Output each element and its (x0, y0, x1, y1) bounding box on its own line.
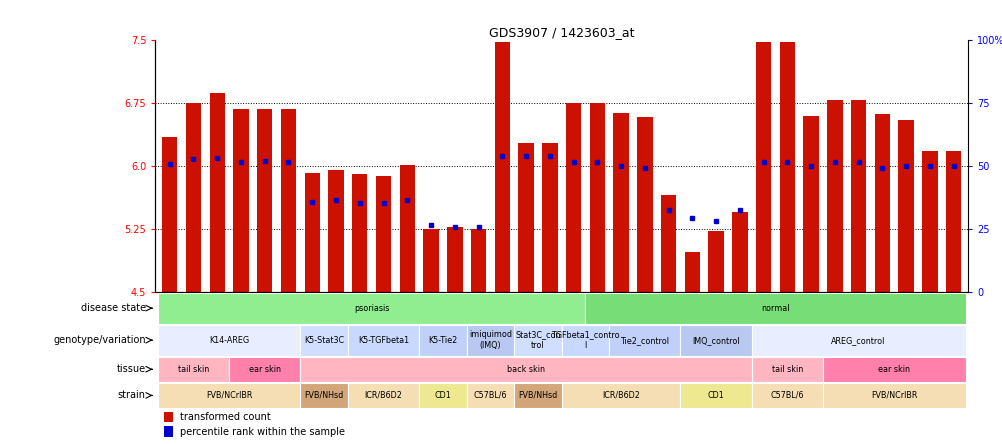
Bar (750, 325, 965, 356)
Bar (466, 325, 514, 356)
Text: FVB/NHsd: FVB/NHsd (518, 391, 557, 400)
Bar (514, 383, 561, 408)
Text: transformed count: transformed count (179, 412, 271, 422)
Text: normal: normal (761, 304, 789, 313)
Bar (300, 383, 348, 408)
Bar (348, 325, 419, 356)
Text: Tie2_control: Tie2_control (619, 336, 668, 345)
Text: ICR/B6D2: ICR/B6D2 (601, 391, 639, 400)
Bar (419, 383, 466, 408)
Bar (305, 173, 320, 292)
Bar (233, 109, 248, 292)
Text: ear skin: ear skin (878, 365, 910, 374)
Bar (779, 42, 795, 292)
Bar (399, 165, 415, 292)
Bar (157, 383, 300, 408)
Bar (921, 151, 937, 292)
Bar (328, 170, 344, 292)
Text: Stat3C_con
trol: Stat3C_con trol (515, 330, 560, 350)
Bar (589, 103, 604, 292)
Bar (348, 383, 419, 408)
Text: strain: strain (117, 390, 145, 400)
Text: tail skin: tail skin (771, 365, 803, 374)
Bar (684, 252, 699, 292)
Text: imiquimod
(IMQ): imiquimod (IMQ) (469, 330, 511, 350)
Bar (163, 412, 173, 423)
Text: FVB/NCrIBR: FVB/NCrIBR (870, 391, 917, 400)
Bar (514, 325, 561, 356)
Bar (613, 113, 628, 292)
Text: C57BL/6: C57BL/6 (473, 391, 507, 400)
Bar (470, 229, 486, 292)
Bar (300, 325, 348, 356)
Bar (850, 100, 866, 292)
Text: CD1: CD1 (707, 391, 723, 400)
Bar (803, 115, 818, 292)
Title: GDS3907 / 1423603_at: GDS3907 / 1423603_at (488, 26, 634, 39)
Bar (376, 176, 391, 292)
Bar (750, 383, 823, 408)
Bar (608, 325, 679, 356)
Bar (352, 174, 367, 292)
Bar (494, 42, 509, 292)
Bar (750, 357, 823, 382)
Text: TGFbeta1_contro
l: TGFbeta1_contro l (550, 330, 619, 350)
Bar (162, 137, 177, 292)
Bar (636, 117, 652, 292)
Bar (300, 357, 750, 382)
Text: genotype/variation: genotype/variation (53, 335, 145, 345)
Bar (823, 357, 965, 382)
Bar (731, 212, 746, 292)
Bar (518, 143, 533, 292)
Bar (281, 109, 296, 292)
Bar (257, 109, 273, 292)
Text: K5-Tie2: K5-Tie2 (428, 336, 457, 345)
Bar (561, 325, 608, 356)
Bar (157, 357, 228, 382)
Text: tissue: tissue (116, 364, 145, 374)
Text: IMQ_control: IMQ_control (691, 336, 739, 345)
Text: FVB/NCrIBR: FVB/NCrIBR (205, 391, 253, 400)
Text: disease state: disease state (80, 303, 145, 313)
Bar (185, 103, 201, 292)
Bar (756, 42, 771, 292)
Bar (466, 383, 514, 408)
Bar (585, 293, 965, 324)
Bar (541, 143, 557, 292)
Bar (423, 229, 438, 292)
Text: CD1: CD1 (434, 391, 451, 400)
Bar (157, 293, 585, 324)
Text: ICR/B6D2: ICR/B6D2 (364, 391, 402, 400)
Bar (561, 383, 679, 408)
Bar (660, 195, 675, 292)
Bar (565, 103, 581, 292)
Bar (874, 114, 889, 292)
Bar (823, 383, 965, 408)
Bar (419, 325, 466, 356)
Text: percentile rank within the sample: percentile rank within the sample (179, 427, 345, 437)
Bar (827, 100, 842, 292)
Bar (945, 151, 960, 292)
Bar (707, 231, 723, 292)
Text: psoriasis: psoriasis (354, 304, 389, 313)
Text: K14-AREG: K14-AREG (208, 336, 248, 345)
Bar (447, 227, 462, 292)
Bar (228, 357, 300, 382)
Bar (679, 325, 750, 356)
Bar (163, 426, 173, 437)
Text: tail skin: tail skin (177, 365, 208, 374)
Text: K5-Stat3C: K5-Stat3C (304, 336, 344, 345)
Text: ear skin: ear skin (248, 365, 281, 374)
Text: back skin: back skin (507, 365, 544, 374)
Bar (679, 383, 750, 408)
Text: FVB/NHsd: FVB/NHsd (305, 391, 344, 400)
Text: C57BL/6: C57BL/6 (770, 391, 804, 400)
Text: AREG_control: AREG_control (831, 336, 885, 345)
Bar (209, 93, 224, 292)
Text: K5-TGFbeta1: K5-TGFbeta1 (358, 336, 409, 345)
Bar (898, 120, 913, 292)
Bar (157, 325, 300, 356)
